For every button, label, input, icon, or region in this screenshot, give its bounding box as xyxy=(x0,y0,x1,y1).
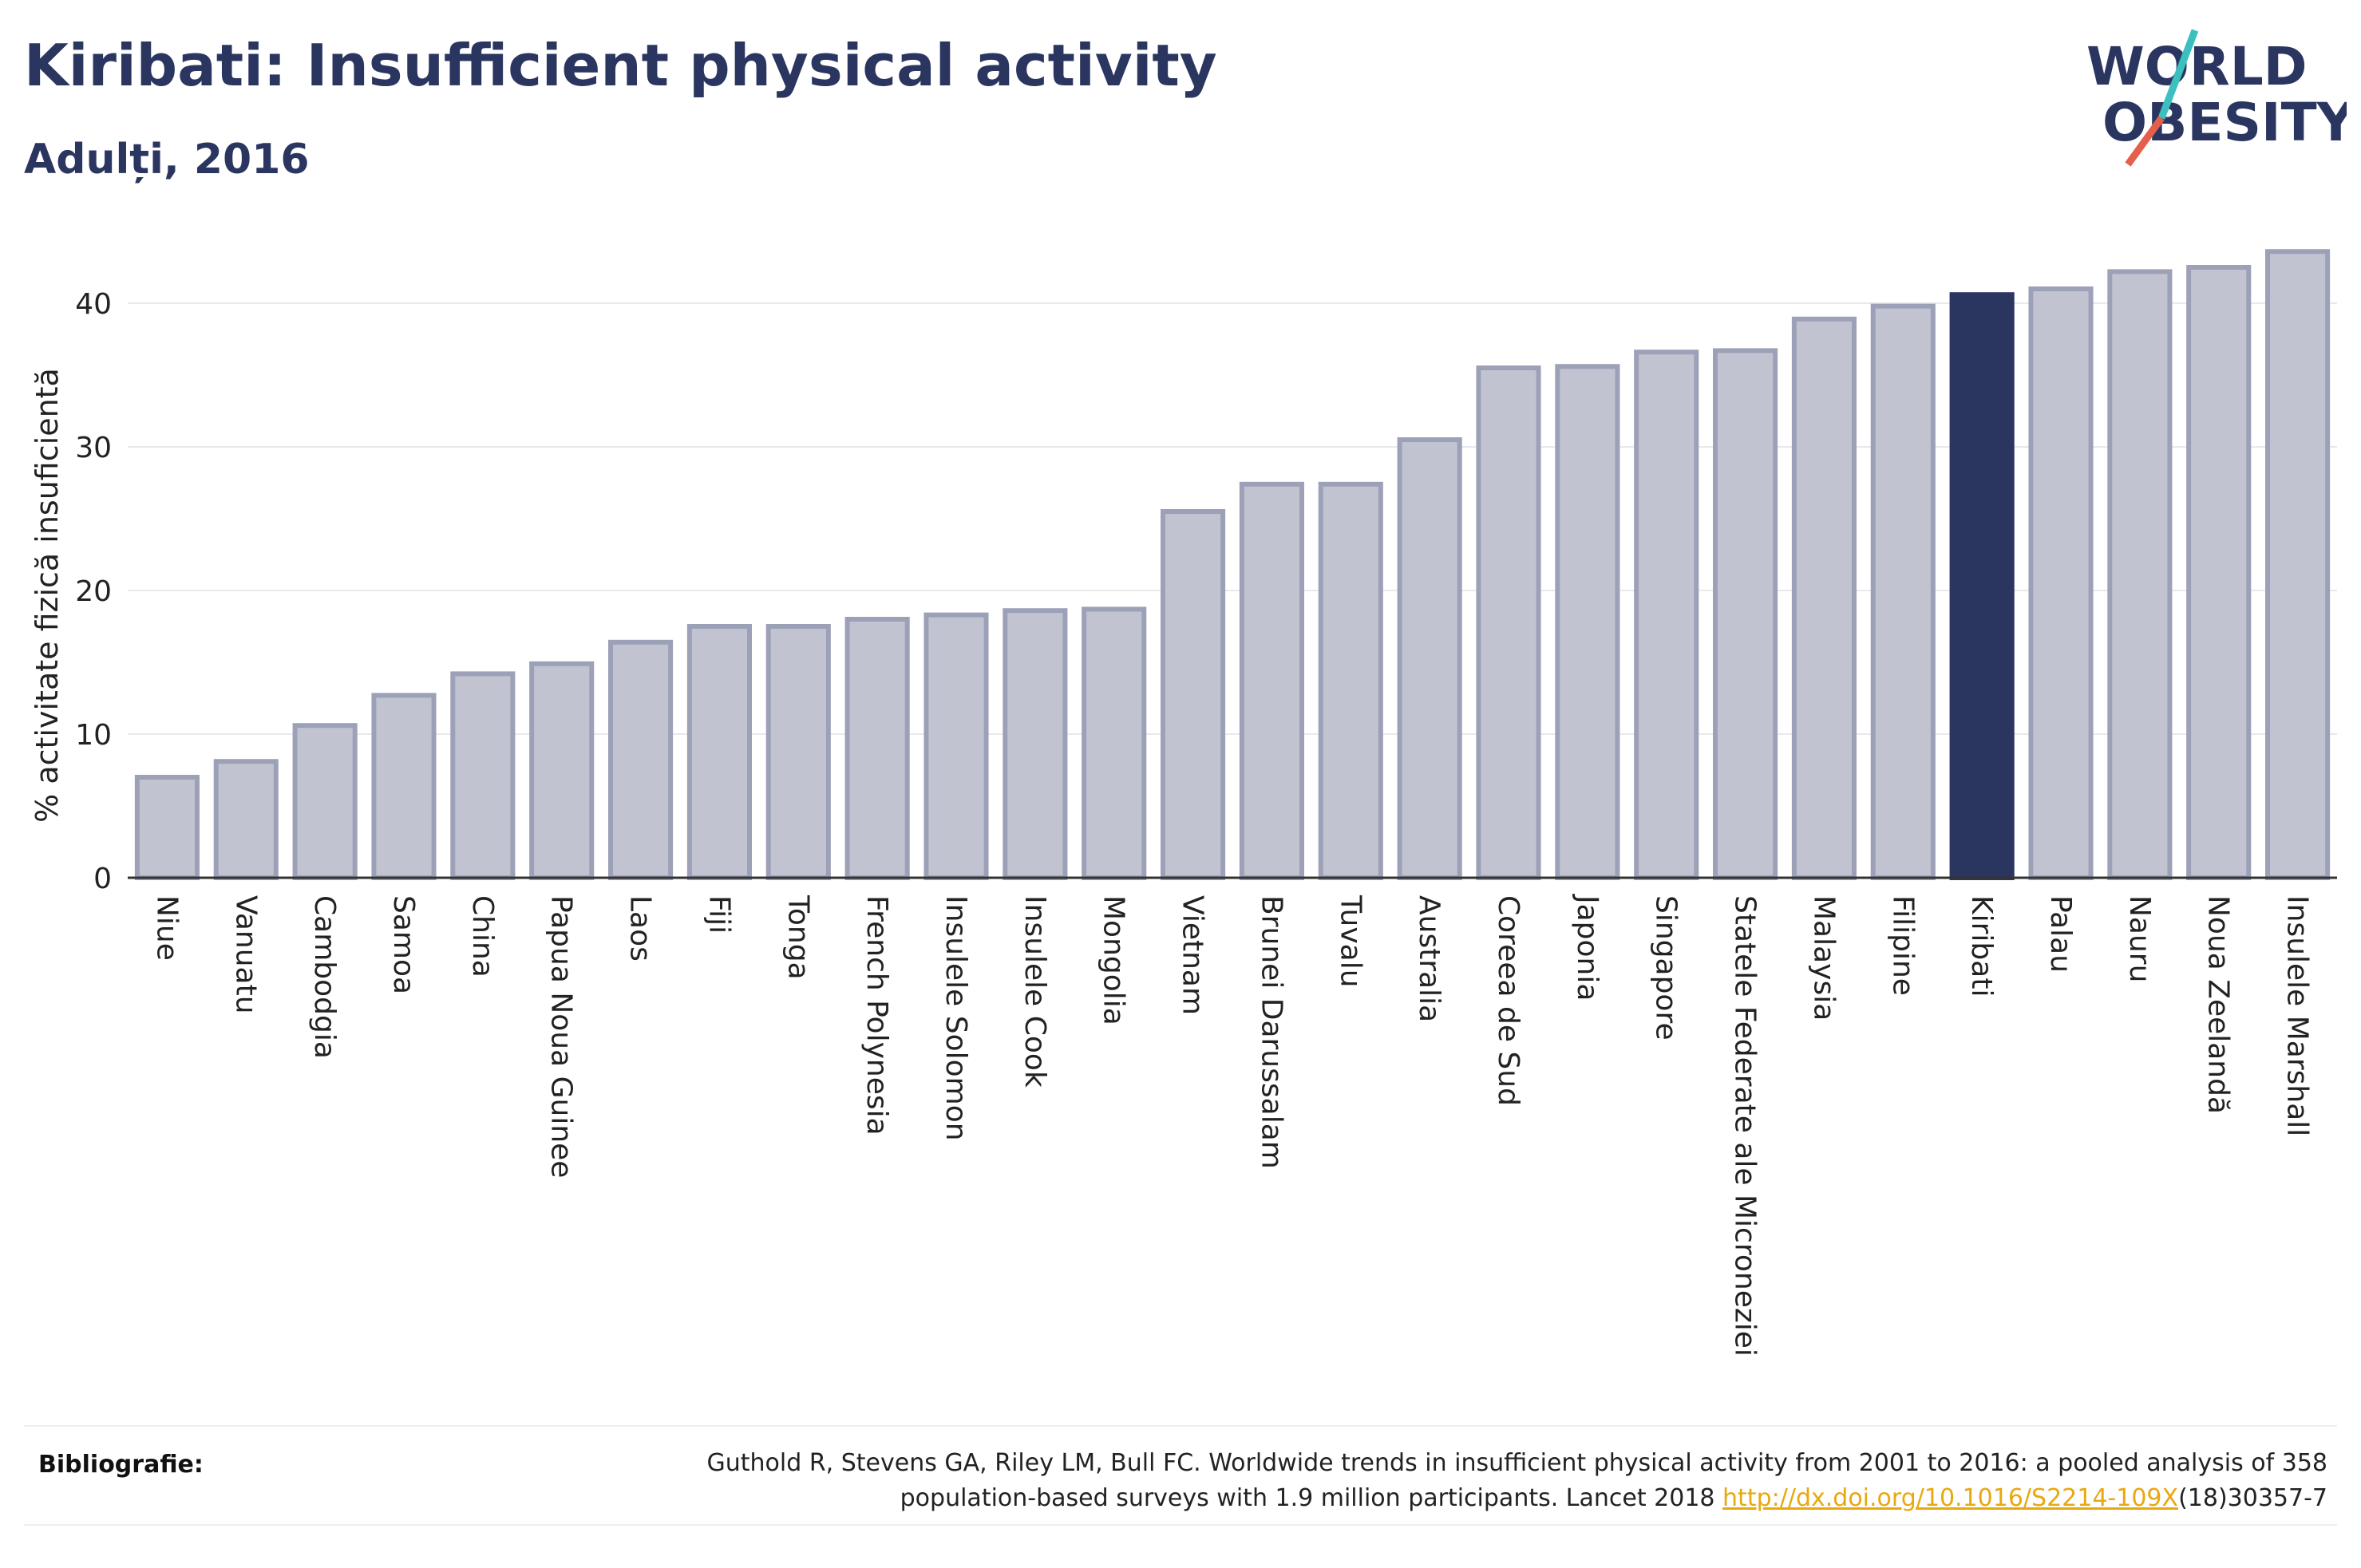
y-tick-label: 40 xyxy=(75,288,112,321)
bar-mongolia xyxy=(1082,606,1147,881)
bar-samoa xyxy=(371,693,437,881)
world-obesity-logo: WORLD OBESITY xyxy=(2086,29,2347,167)
bar-filipine xyxy=(1870,303,1936,881)
bar-singapore xyxy=(1634,350,1699,880)
x-tick-label: Statele Federate ale Microneziei xyxy=(1729,895,1762,1357)
y-tick-label: 10 xyxy=(75,719,112,752)
x-tick-label: French Polynesia xyxy=(860,895,893,1136)
x-tick-label: Nauru xyxy=(2123,895,2156,982)
bar-papua-noua-guinee xyxy=(529,661,595,880)
bar-insulele-cook xyxy=(1003,608,1068,880)
y-tick-label: 20 xyxy=(75,575,112,608)
bibliography-doi-link[interactable]: http://dx.doi.org/10.1016/S2214-109X xyxy=(1722,1484,2179,1512)
bar-tuvalu xyxy=(1318,481,1383,880)
bar-japonia xyxy=(1555,364,1620,880)
x-tick-label: Vietnam xyxy=(1177,895,1209,1015)
bar-french-polynesia xyxy=(844,617,910,880)
bar-palau xyxy=(2028,286,2094,880)
x-tick-label: China xyxy=(466,895,499,978)
bar-china xyxy=(450,671,516,881)
bibliography-bottom-rule xyxy=(24,1524,2337,1526)
bar-brunei-darussalam xyxy=(1239,481,1304,880)
x-tick-label: Samoa xyxy=(387,895,420,994)
bar-laos xyxy=(608,639,674,880)
x-tick-label: Filipine xyxy=(1886,895,1919,996)
logo-slash-red xyxy=(2125,116,2165,167)
x-tick-label: Coreea de Sud xyxy=(1492,895,1525,1106)
x-tick-label: Vanuatu xyxy=(229,895,262,1014)
x-tick-label: Cambodgia xyxy=(308,895,341,1059)
x-tick-label: Noua Zeelandă xyxy=(2202,895,2235,1114)
bar-chart: 0 10 20 30 40 Niue Vanuatu Cambodgia Samoa China P… xyxy=(30,249,2337,1357)
bar-noua-zeeland- xyxy=(2186,265,2252,880)
axes: 0 10 20 30 40 Niue Vanuatu Cambodgia Samoa China P… xyxy=(75,288,2337,1357)
x-tick-label: Fiji xyxy=(702,895,735,934)
x-tick-label: Niue xyxy=(150,895,183,961)
x-tick-label: Mongolia xyxy=(1097,895,1130,1025)
x-tick-label: Laos xyxy=(624,895,657,962)
bar-vanuatu xyxy=(213,759,279,881)
bar-australia xyxy=(1397,437,1462,880)
bibliography-top-rule xyxy=(24,1425,2337,1427)
x-tick-label: Papua Noua Guinee xyxy=(545,895,578,1178)
bibliography-line2: population-based surveys with 1.9 millio… xyxy=(900,1484,1723,1512)
bibliography-line1: Guthold R, Stevens GA, Riley LM, Bull FC… xyxy=(706,1449,2327,1477)
x-tick-label: Tuvalu xyxy=(1334,895,1366,988)
bibliography-line2-suffix: (18)30357-7 xyxy=(2178,1484,2327,1512)
x-tick-label: Tonga xyxy=(781,895,814,980)
x-tick-label: Insulele Solomon xyxy=(939,895,972,1141)
bar-vietnam xyxy=(1161,509,1226,880)
x-tick-label: Australia xyxy=(1413,895,1445,1022)
logo-slash-teal xyxy=(2157,29,2199,120)
bar-niue xyxy=(134,775,200,880)
x-tick-label: Malaysia xyxy=(1807,895,1840,1021)
bar-tonga xyxy=(765,624,831,880)
x-tick-label: Singapore xyxy=(1650,895,1683,1041)
bars xyxy=(134,249,2331,881)
bar-malaysia xyxy=(1791,316,1857,880)
y-tick-label: 0 xyxy=(93,863,112,895)
chart-title: Kiribati: Insufficient physical activity xyxy=(24,32,1217,99)
bar-insulele-marshall xyxy=(2265,249,2331,880)
bar-cambodgia xyxy=(292,723,358,881)
x-tick-label: Japonia xyxy=(1571,894,1604,1001)
x-tick-label: Insulele Cook xyxy=(1018,895,1051,1088)
chart-subtitle: Adulți, 2016 xyxy=(24,136,310,184)
x-tick-label: Kiribati xyxy=(1965,895,1998,997)
bar-kiribati xyxy=(1949,292,2015,880)
bibliography-text: Guthold R, Stevens GA, Riley LM, Bull FC… xyxy=(492,1446,2327,1516)
bibliography-label: Bibliografie: xyxy=(38,1451,204,1479)
bar-nauru xyxy=(2107,269,2173,880)
y-tick-label: 30 xyxy=(75,432,112,464)
y-axis-label: % activitate fizică insuficientă xyxy=(30,368,65,823)
logo-line1: WORLD xyxy=(2086,36,2308,97)
x-tick-label: Brunei Darussalam xyxy=(1255,895,1287,1169)
x-tick-label: Insulele Marshall xyxy=(2281,895,2314,1136)
x-tick-label: Palau xyxy=(2044,895,2077,973)
bar-fiji xyxy=(686,624,752,880)
bar-coreea-de-sud xyxy=(1476,365,1541,880)
bar-statele-federate-ale-microneziei xyxy=(1713,348,1778,880)
bar-insulele-solomon xyxy=(923,612,989,880)
